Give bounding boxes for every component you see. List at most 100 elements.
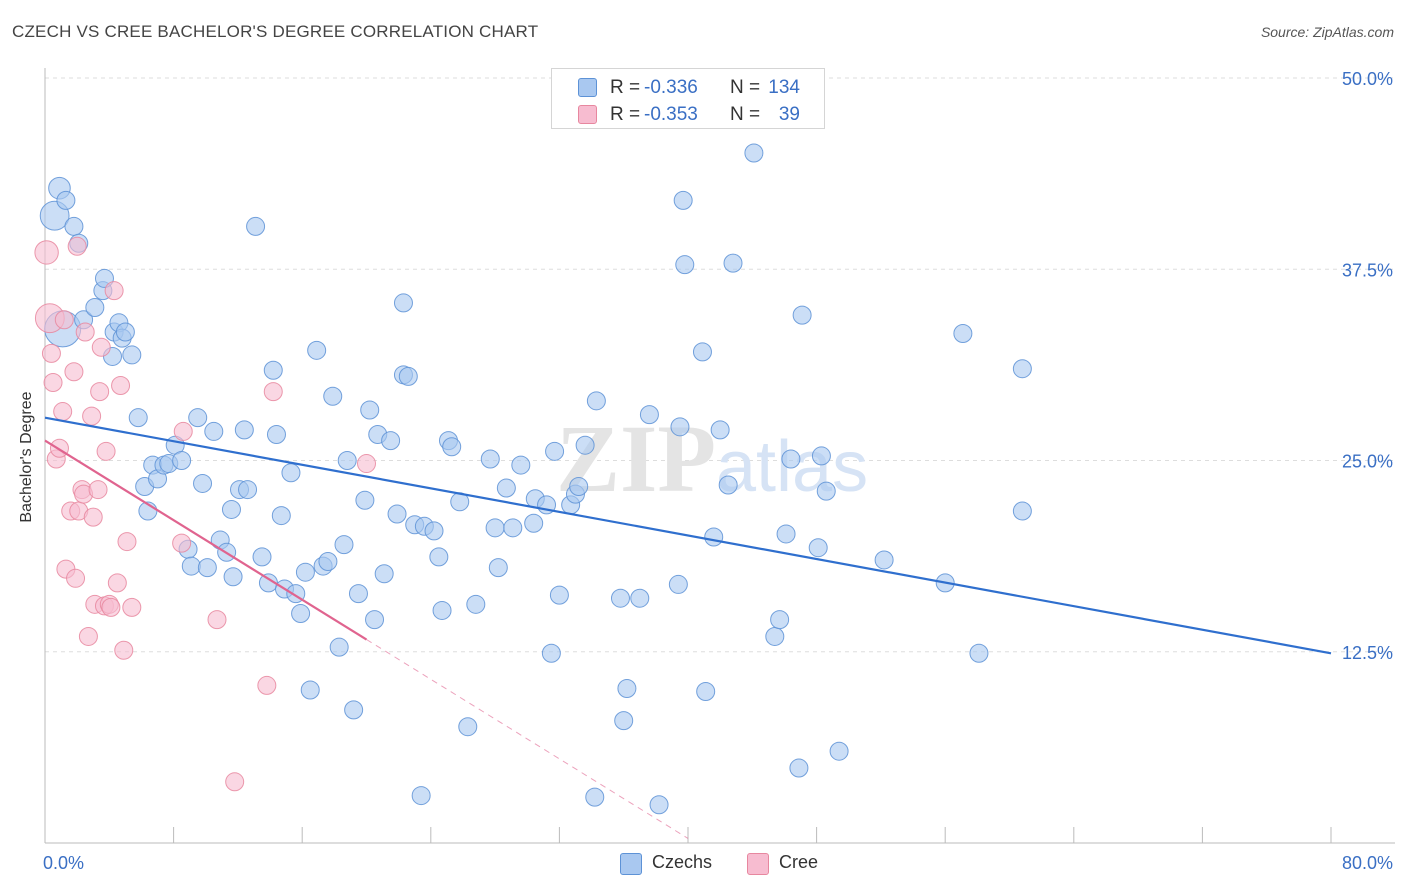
czechs-point (197, 558, 217, 578)
czechs-point (307, 340, 327, 360)
czechs-point (692, 342, 712, 362)
stats-row-czechs: R = -0.336 N = 134 (552, 73, 824, 99)
czechs-point (432, 600, 452, 620)
czechs-point (816, 481, 836, 501)
czechs-point (266, 424, 286, 444)
czechs-point (238, 480, 258, 500)
czechs-point (263, 360, 283, 380)
czechs-point (411, 786, 431, 806)
czechs-point (295, 562, 315, 582)
cree-point (88, 480, 108, 500)
czechs-point (393, 293, 413, 313)
cree-trend-line (44, 439, 368, 641)
czechs-point (334, 535, 354, 555)
cree-point (53, 402, 73, 422)
czechs-point (271, 506, 291, 526)
czechs-point (770, 610, 790, 630)
czechs-point (300, 680, 320, 700)
czechs-point (1012, 359, 1032, 379)
czechs-point (223, 567, 243, 587)
cree-point (64, 362, 84, 382)
legend-swatch-czechs (620, 853, 642, 875)
cree-point (41, 343, 61, 363)
czechs-point (246, 216, 266, 236)
czechs-point (670, 417, 690, 437)
czechs-point (128, 408, 148, 428)
legend-swatch-cree (747, 853, 769, 875)
czechs-point (281, 463, 301, 483)
czechs-point (485, 518, 505, 538)
czechs-point (953, 324, 973, 344)
cree-point (54, 310, 74, 330)
czechs-point (204, 421, 224, 441)
czechs-point (1012, 501, 1032, 521)
czechs-point (614, 711, 634, 731)
czechs-point (234, 420, 254, 440)
czechs-point (221, 499, 241, 519)
czechs-point (496, 478, 516, 498)
cree-point (357, 454, 376, 474)
czechs-point (524, 513, 544, 533)
cree-point (83, 507, 103, 527)
n-value: 134 (768, 77, 800, 98)
cree-point (225, 772, 245, 792)
cree-point (75, 322, 95, 342)
czechs-point (585, 787, 605, 807)
czechs-point (64, 216, 84, 236)
czechs-point (569, 477, 589, 497)
czechs-point (56, 190, 76, 210)
czechs-point (541, 643, 561, 663)
cree-point (82, 406, 102, 426)
y-tick-label: 50.0% (1342, 69, 1393, 89)
x-tick-label-min: 0.0% (43, 853, 84, 873)
r-value: -0.353 (644, 104, 698, 125)
czechs-point (442, 437, 462, 457)
cree-point (91, 337, 111, 357)
czechs-point (610, 588, 630, 608)
cree-point (34, 240, 59, 265)
czechs-point (122, 345, 142, 365)
czechs-point (252, 547, 272, 567)
czechs-point (348, 584, 368, 604)
czechs-point (718, 475, 738, 495)
cree-point (172, 533, 192, 553)
czechs-point (789, 758, 809, 778)
czechs-point (811, 446, 831, 466)
czechs-point (744, 143, 764, 163)
legend-label-czechs: Czechs (652, 852, 713, 872)
czechs-point (329, 637, 349, 657)
cree-point (173, 421, 193, 441)
y-tick-label: 12.5% (1342, 643, 1393, 663)
czechs-point (337, 451, 357, 470)
cree-point (107, 573, 127, 593)
legend-label-cree: Cree (779, 852, 819, 872)
cree-point (263, 382, 283, 402)
y-tick-label: 25.0% (1342, 452, 1393, 472)
czechs-point (792, 305, 812, 325)
cree-swatch (578, 105, 597, 124)
czechs-point (704, 527, 724, 547)
cree-point (96, 441, 116, 461)
czechs-point (488, 558, 508, 578)
czechs-point (673, 190, 693, 210)
czechs-swatch (578, 78, 597, 97)
source-label: Source: ZipAtlas.com (1260, 24, 1394, 40)
czechs-point (675, 255, 695, 275)
r-value: -0.336 (644, 77, 698, 98)
cree-point (207, 610, 227, 630)
czechs-point (575, 435, 595, 455)
czechs-point (511, 455, 531, 475)
chart-title: CZECH VS CREE BACHELOR'S DEGREE CORRELAT… (12, 22, 539, 41)
cree-point (122, 597, 142, 617)
czechs-point (649, 795, 669, 815)
czechs-point (458, 717, 478, 737)
cree-point (111, 376, 131, 396)
cree-point (117, 532, 137, 552)
cree-point (78, 626, 98, 646)
czechs-point (969, 643, 989, 663)
czechs-point (723, 253, 743, 273)
czechs-point (617, 678, 637, 698)
n-label: N = (730, 104, 761, 125)
czechs-point (387, 504, 407, 524)
